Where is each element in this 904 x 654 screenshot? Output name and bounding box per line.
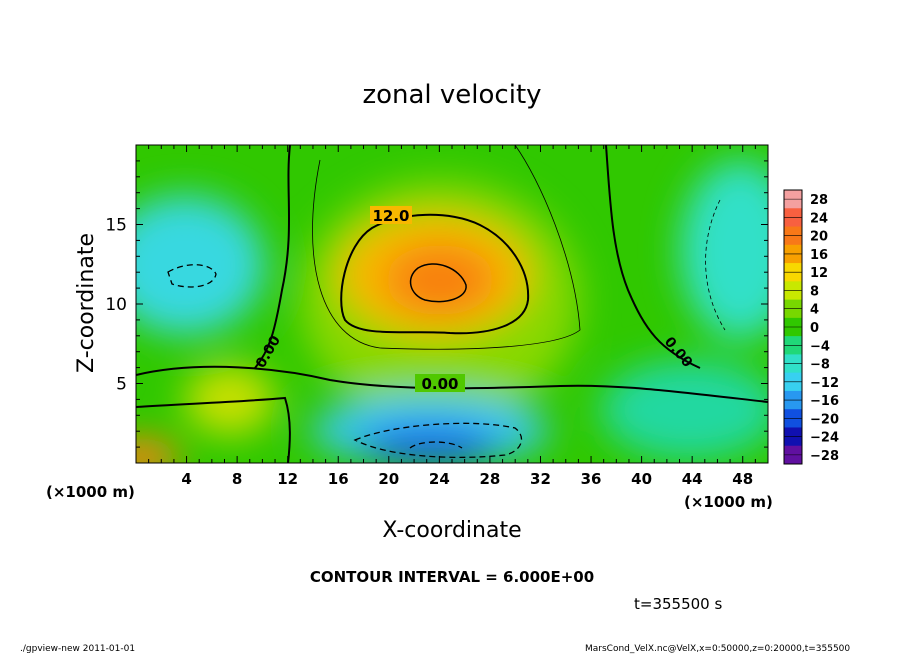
contour-neg6-a xyxy=(353,422,523,459)
colorbar-label: 12 xyxy=(810,266,828,281)
x-tick-label: 36 xyxy=(581,470,602,488)
colorbar-label: 16 xyxy=(810,248,828,263)
x-tick-label: 28 xyxy=(479,470,500,488)
y-unit-label: (×1000 m) xyxy=(684,493,773,511)
colorbar-label: 4 xyxy=(810,303,819,318)
contour-label-12: 12.0 xyxy=(372,207,409,225)
contour-zero-low xyxy=(136,396,291,463)
region-right-cyan xyxy=(680,160,768,340)
colorbar-label: −20 xyxy=(810,412,839,427)
x-tick-label: 48 xyxy=(732,470,753,488)
contour-interval-text: CONTOUR INTERVAL = 6.000E+00 xyxy=(310,568,594,586)
y-axis-title: Z-coordinate xyxy=(74,233,99,373)
heatmap-field xyxy=(136,145,768,463)
region-corner-orange xyxy=(136,438,180,463)
contour-zero-right xyxy=(605,145,701,369)
colorbar-label: 8 xyxy=(810,284,819,299)
colorbar: 28 24 20 16 12 8 4 0 −4 −8 −12 −16 −20 −24 −28 xyxy=(783,189,839,465)
colorbar-label: 28 xyxy=(810,193,828,208)
contour-neg12-a xyxy=(409,441,463,449)
x-tick-label: 40 xyxy=(631,470,652,488)
contour-neg6-b xyxy=(167,264,217,288)
region-left-yellow xyxy=(185,365,275,435)
x-tick-label: 12 xyxy=(277,470,298,488)
contour-18 xyxy=(409,263,467,303)
footer-left: ./gpview-new 2011-01-01 xyxy=(20,644,135,654)
region-low-blue xyxy=(360,425,500,463)
contour-zero-left xyxy=(254,145,291,369)
colorbar-label: 24 xyxy=(810,211,828,226)
region-left-cyan xyxy=(136,195,265,335)
colorbar-label: 20 xyxy=(810,230,828,245)
chart-title: zonal velocity xyxy=(362,80,541,110)
contour-12 xyxy=(340,213,530,335)
x-tick-label: 16 xyxy=(328,470,349,488)
x-tick-label: 44 xyxy=(682,470,703,488)
time-text: t=355500 s xyxy=(634,595,722,613)
colorbar-label: −4 xyxy=(810,339,830,354)
region-max-inner xyxy=(385,245,495,315)
contour-neg6-dash-right xyxy=(705,199,726,331)
colorbar-label: −8 xyxy=(810,358,830,373)
x-tick-label: 4 xyxy=(181,470,191,488)
x-tick-label: 20 xyxy=(378,470,399,488)
y-tick-label: 10 xyxy=(105,295,127,315)
x-tick-label: 8 xyxy=(232,470,242,488)
x-axis-ticks: 4 8 12 16 20 24 28 32 36 40 44 48 xyxy=(148,145,756,488)
contour-6-thin xyxy=(312,145,581,350)
colorbar-label: −12 xyxy=(810,376,839,391)
y-tick-label: 15 xyxy=(105,216,127,236)
colorbar-label: −28 xyxy=(810,449,839,464)
x-unit-label: (×1000 m) xyxy=(46,483,135,501)
colorbar-label: 0 xyxy=(810,321,819,336)
footer-right: MarsCond_VelX.nc@VelX,x=0:50000,z=0:2000… xyxy=(585,644,850,654)
contour-label-zero-mid: 0.00 xyxy=(421,375,458,393)
y-tick-label: 5 xyxy=(116,375,127,395)
y-axis-ticks: 5 10 15 xyxy=(105,160,768,448)
x-axis-title: X-coordinate xyxy=(382,518,521,543)
colorbar-label: −24 xyxy=(810,431,839,446)
colorbar-label: −16 xyxy=(810,394,839,409)
x-tick-label: 24 xyxy=(429,470,450,488)
region-lower-right xyxy=(600,360,768,460)
x-tick-label: 32 xyxy=(530,470,551,488)
